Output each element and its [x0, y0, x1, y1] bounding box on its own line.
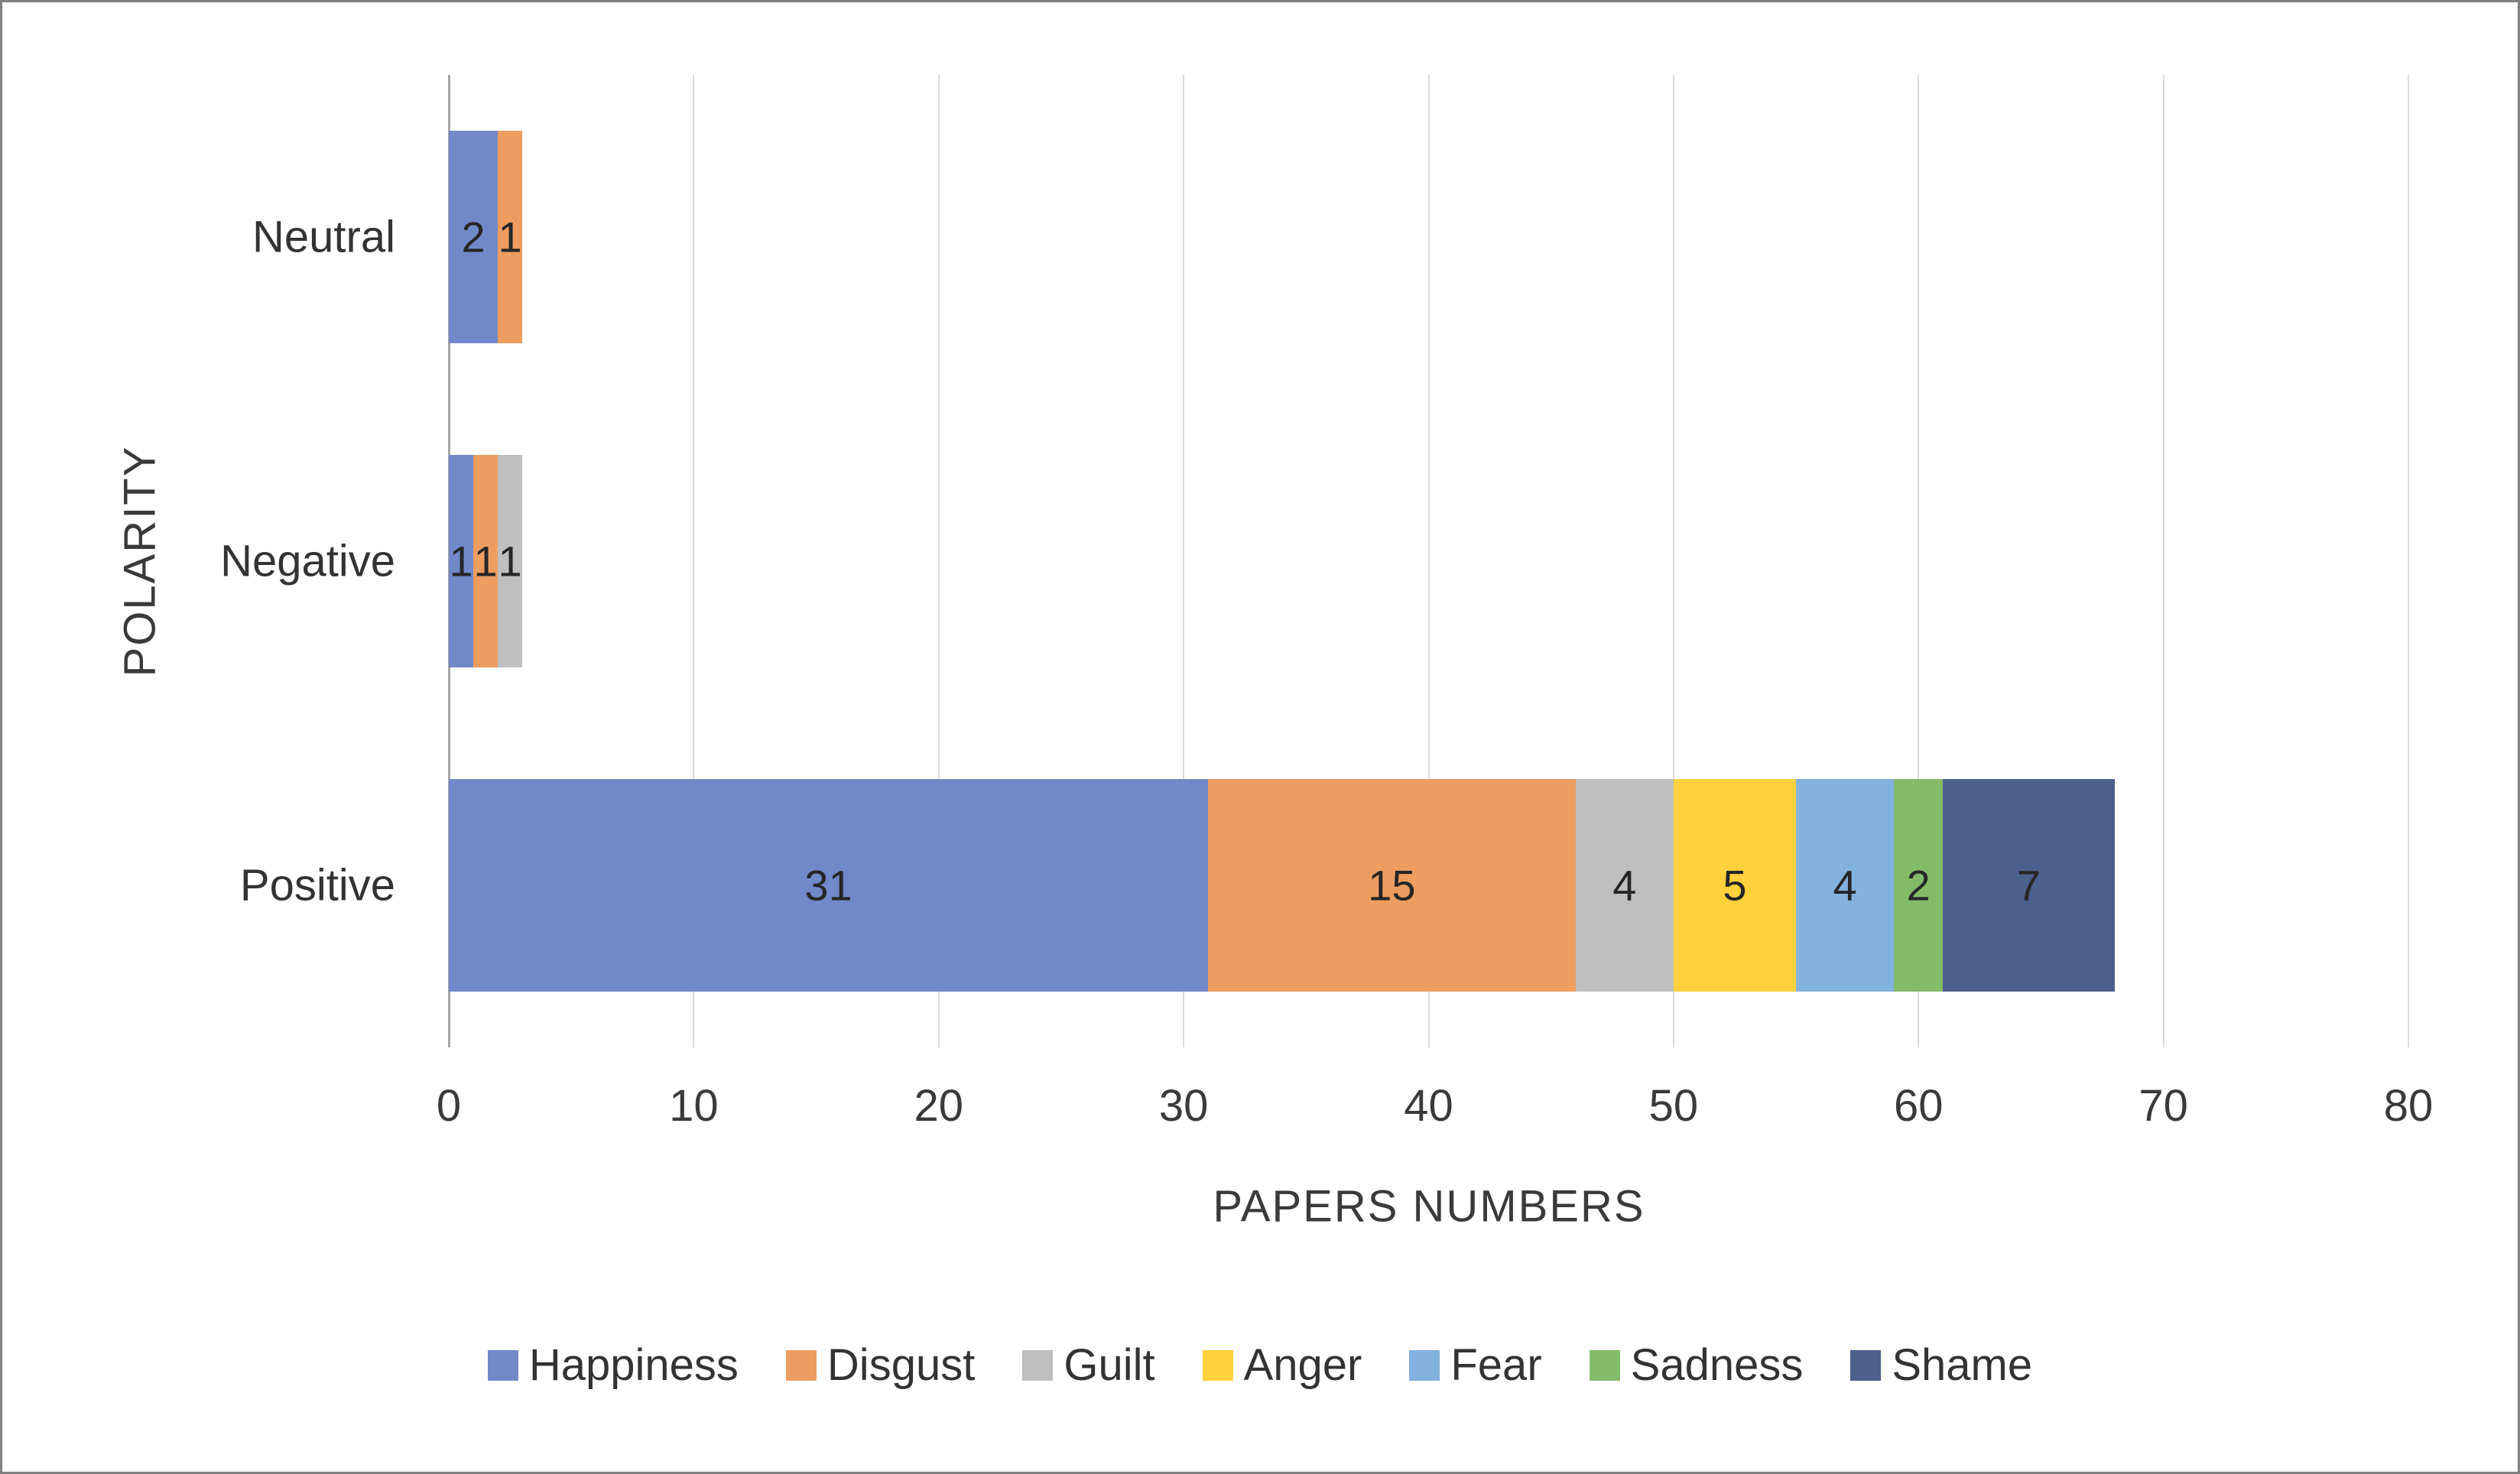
legend-item-sadness: Sadness [1589, 1339, 1804, 1391]
data-label: 1 [449, 537, 473, 586]
bar-segment-guilt-negative [498, 455, 523, 667]
legend: Happiness Disgust Guilt Anger Fear Sadness Sha… [2, 1339, 2518, 1391]
data-label: 2 [1906, 861, 1931, 910]
y-category-label: Negative [220, 536, 395, 586]
y-category-label: Positive [239, 860, 395, 911]
bar-segment-shame-positive [1943, 779, 2115, 992]
bar-segment-disgust-neutral [498, 131, 523, 343]
legend-item-shame: Shame [1850, 1339, 2032, 1391]
legend-swatch-happiness [487, 1349, 518, 1381]
data-label: 1 [473, 537, 498, 586]
legend-label: Guilt [1064, 1340, 1155, 1390]
data-label: 7 [2016, 861, 2041, 910]
legend-swatch-guilt [1022, 1349, 1054, 1381]
x-tick-label: 20 [914, 1081, 964, 1131]
data-label: 2 [461, 213, 485, 261]
x-tick-label: 80 [2383, 1081, 2434, 1131]
gridline [1427, 75, 1430, 1047]
legend-swatch-sadness [1589, 1349, 1620, 1381]
x-axis-title: PAPERS NUMBERS [1213, 1181, 1645, 1232]
legend-label: Anger [1243, 1340, 1362, 1390]
bar-segment-disgust-positive [1208, 779, 1576, 992]
gridline [1918, 75, 1920, 1047]
bar-segment-anger-positive [1673, 779, 1797, 992]
legend-swatch-fear [1409, 1349, 1440, 1381]
x-tick-label: 40 [1404, 1081, 1453, 1131]
gridline [2408, 75, 2409, 1047]
legend-swatch-shame [1850, 1349, 1882, 1381]
bar-segment-guilt-positive [1575, 779, 1674, 992]
data-label: 5 [1723, 861, 1747, 910]
bar-segment-happiness-negative [449, 455, 474, 667]
legend-item-fear: Fear [1409, 1339, 1542, 1391]
legend-label: Shame [1892, 1340, 2033, 1390]
legend-label: Happiness [528, 1340, 739, 1390]
x-tick-label: 0 [436, 1081, 462, 1131]
bar-segment-happiness-positive [449, 779, 1209, 992]
data-label: 15 [1368, 861, 1416, 910]
data-label: 4 [1833, 861, 1857, 910]
legend-item-guilt: Guilt [1022, 1339, 1155, 1391]
data-label: 4 [1612, 861, 1637, 910]
legend-label: Sadness [1630, 1340, 1804, 1390]
y-axis-title: POLARITY [115, 445, 165, 677]
x-tick-label: 70 [2138, 1081, 2188, 1131]
gridline [937, 75, 940, 1047]
legend-item-disgust: Disgust [785, 1339, 976, 1391]
legend-swatch-anger [1202, 1349, 1233, 1381]
bar-segment-disgust-negative [473, 455, 498, 667]
bar-segment-happiness-neutral [449, 131, 498, 343]
legend-item-anger: Anger [1202, 1339, 1362, 1391]
legend-item-happiness: Happiness [487, 1339, 739, 1391]
gridline [1672, 75, 1674, 1047]
gridline [693, 75, 695, 1047]
x-tick-label: 50 [1648, 1081, 1699, 1131]
x-tick-label: 60 [1893, 1081, 1944, 1131]
data-label: 1 [498, 213, 522, 261]
gridline [1183, 75, 1185, 1047]
legend-label: Fear [1450, 1340, 1542, 1390]
legend-label: Disgust [826, 1340, 976, 1390]
legend-swatch-disgust [785, 1349, 817, 1381]
bar-segment-sadness-positive [1894, 779, 1944, 992]
data-label: 1 [498, 537, 522, 586]
gridline [2162, 75, 2164, 1047]
x-tick-label: 10 [669, 1081, 719, 1131]
x-tick-label: 30 [1158, 1081, 1209, 1131]
bar-segment-fear-positive [1796, 779, 1895, 992]
y-category-label: Neutral [252, 212, 395, 262]
data-label: 31 [804, 861, 852, 910]
